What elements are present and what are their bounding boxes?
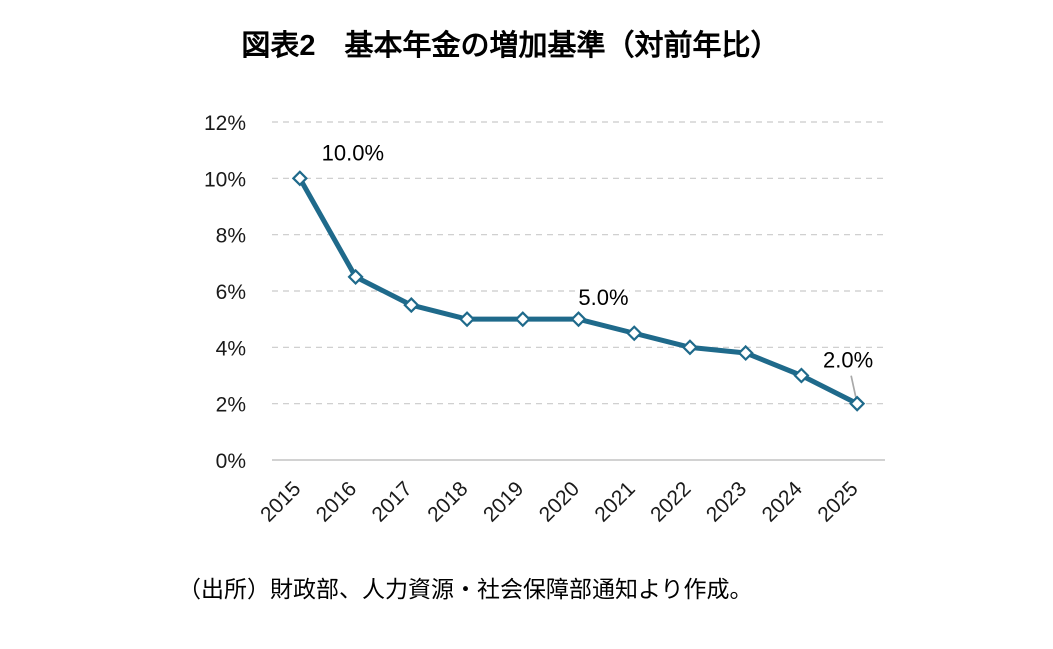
- data-point-2015: [291, 170, 308, 187]
- data-point-2022: [681, 339, 699, 356]
- data-point-2020: [570, 311, 587, 328]
- x-axis-label-2015: 2015: [256, 477, 305, 526]
- x-axis-label-2019: 2019: [479, 477, 528, 526]
- data-point-2021: [626, 325, 643, 342]
- y-axis-label-6%: 6%: [216, 281, 246, 304]
- x-axis-label-2021: 2021: [590, 477, 639, 526]
- chart-title: 図表2 基本年金の増加基準（対前年比）: [241, 30, 780, 62]
- data-point-2024: [793, 367, 810, 384]
- y-axis-label-8%: 8%: [216, 225, 246, 248]
- data-point-2025: [849, 395, 866, 412]
- x-axis-label-2017: 2017: [368, 477, 417, 526]
- x-axis-label-2025: 2025: [813, 477, 862, 526]
- x-axis-label-2023: 2023: [702, 477, 751, 526]
- x-axis-label-2022: 2022: [646, 477, 695, 526]
- data-point-2017: [403, 297, 420, 314]
- x-axis-label-2016: 2016: [312, 477, 361, 526]
- x-axis-label-2020: 2020: [535, 477, 584, 526]
- leader-line-2025: [850, 375, 857, 399]
- y-axis-label-4%: 4%: [216, 337, 246, 360]
- data-point-2016: [347, 268, 364, 285]
- data-point-2019: [514, 311, 531, 328]
- annotation-bg-2025: [822, 348, 875, 373]
- annotation-label-2015: 10.0%: [322, 140, 384, 165]
- annotation-label-2025: 2.0%: [823, 348, 873, 373]
- data-point-2023: [737, 344, 754, 362]
- y-axis-label-10%: 10%: [204, 168, 246, 191]
- x-axis-label-2024: 2024: [758, 477, 808, 527]
- y-axis-label-0%: 0%: [216, 450, 246, 473]
- y-axis-label-12%: 12%: [204, 112, 246, 135]
- data-point-2018: [458, 311, 476, 328]
- x-axis-label-2018: 2018: [423, 477, 472, 526]
- annotation-label-2020: 5.0%: [578, 285, 628, 310]
- source-note: （出所）財政部、人力資源・社会保障部通知より作成。: [178, 576, 753, 602]
- y-axis-label-2%: 2%: [216, 394, 246, 417]
- annotation-bg-2015: [320, 141, 386, 166]
- annotation-bg-2020: [577, 286, 630, 311]
